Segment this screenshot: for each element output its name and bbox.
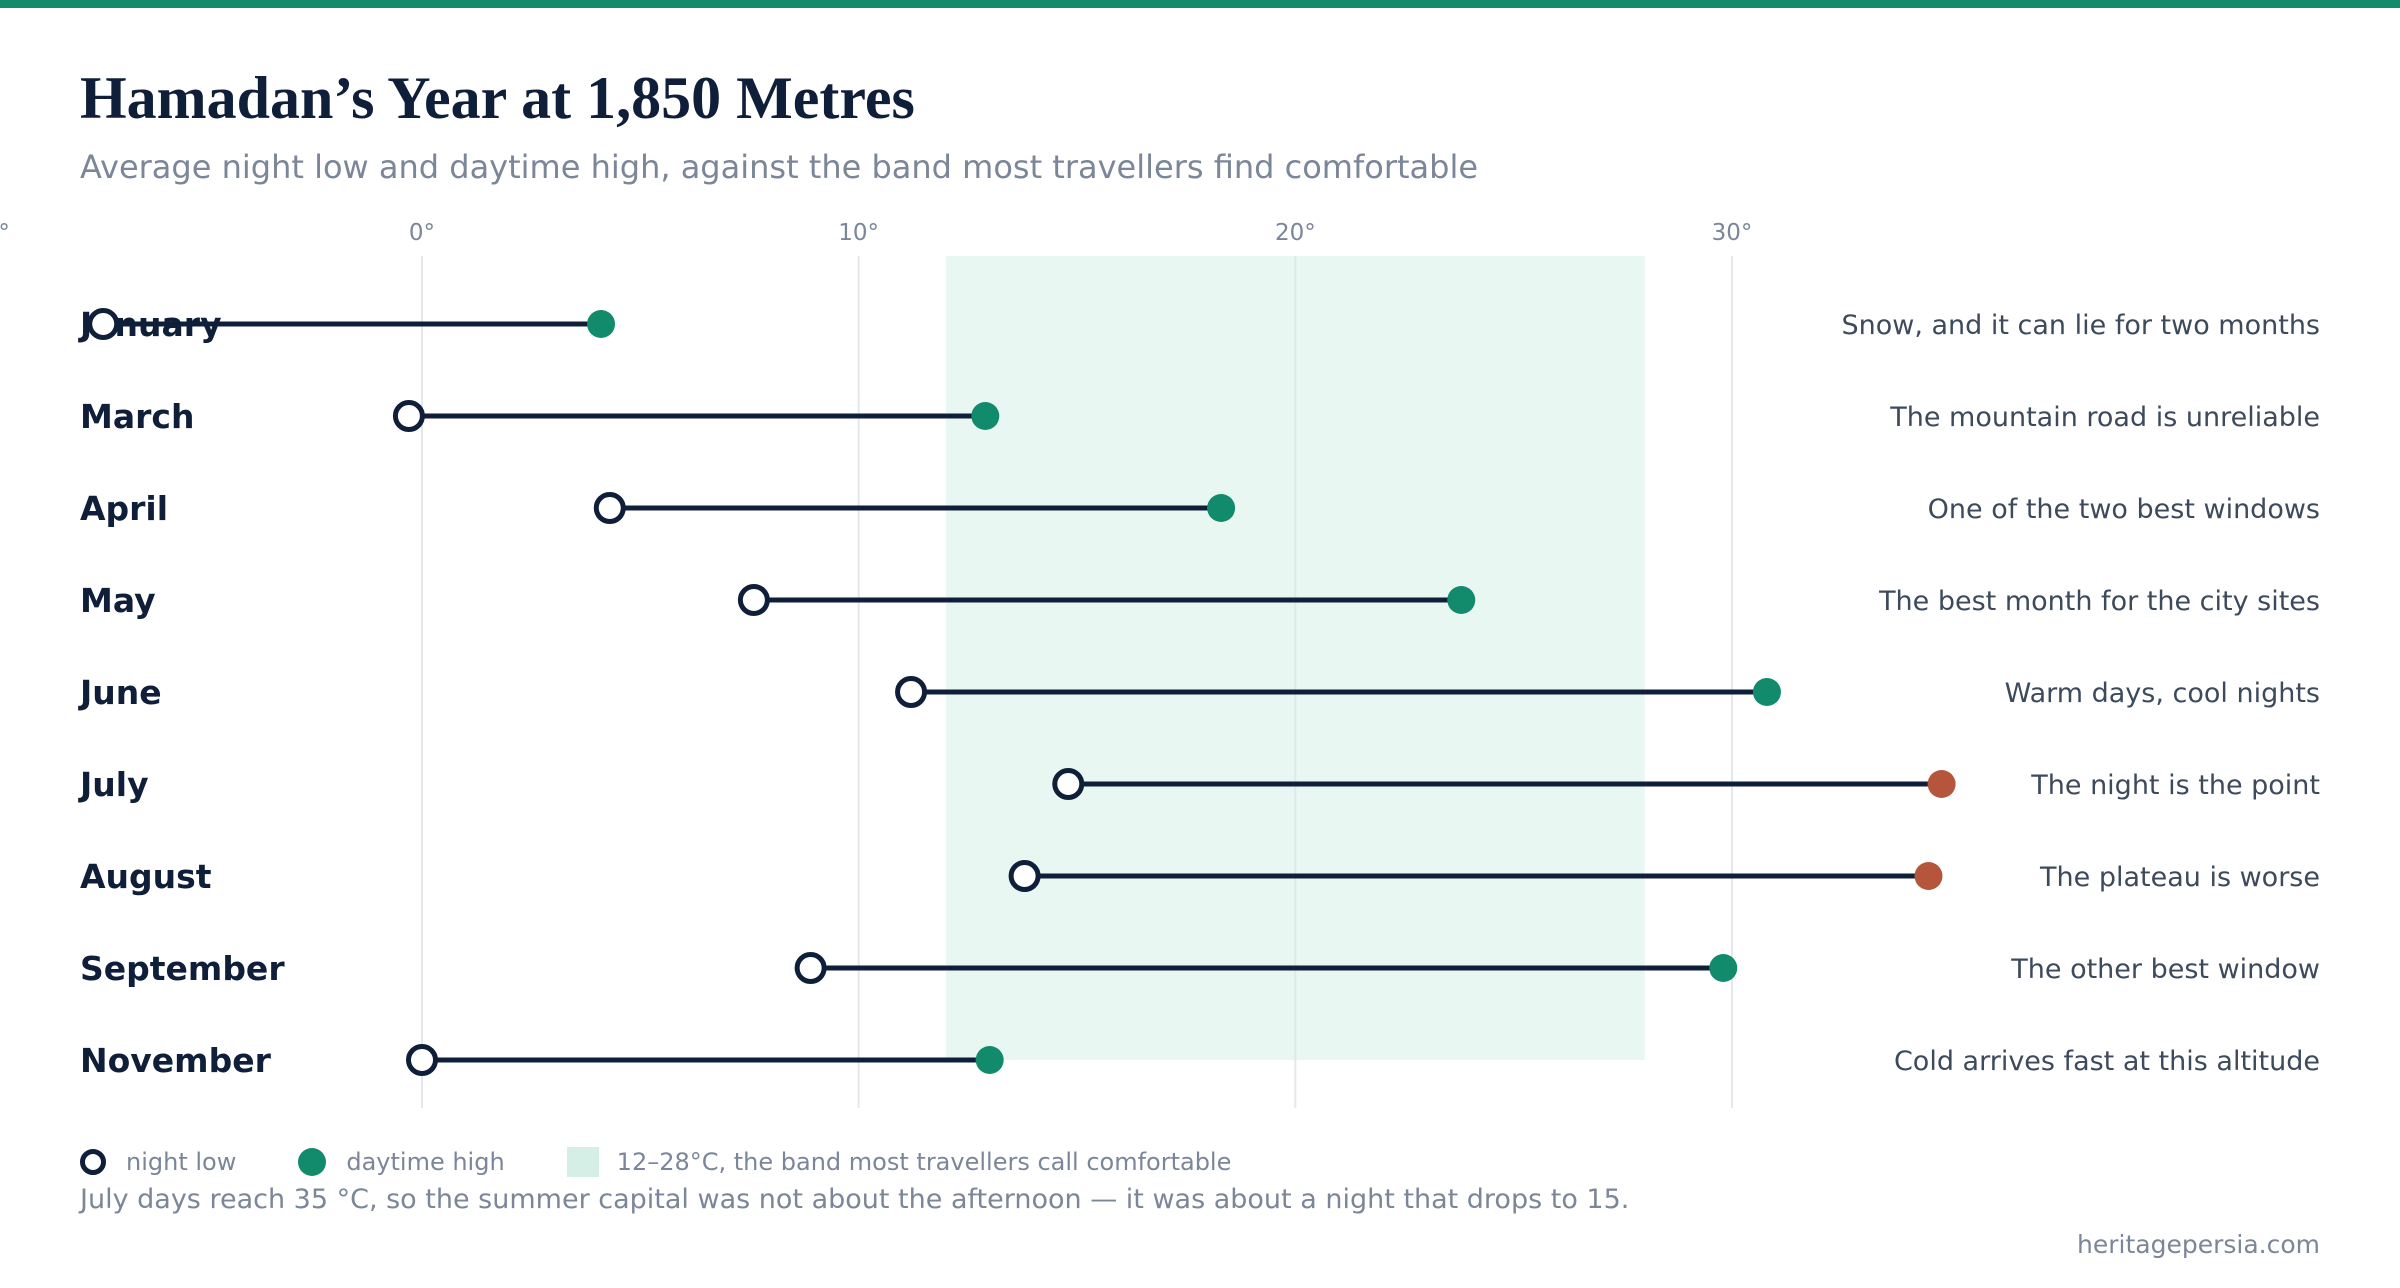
row-note: The best month for the city sites [1878,586,2320,617]
month-label: March [80,397,194,436]
night-low-point [593,492,626,524]
legend-comfort-band-swatch [566,1147,599,1177]
row-note: Warm days, cool nights [2005,678,2320,709]
legend-comfort-band-label: 12–28°C, the band most travellers call c… [616,1148,1232,1176]
night-low-point [406,1044,438,1076]
row-note: One of the two best windows [1928,494,2320,525]
daytime-high-point [971,402,1000,430]
x-tick-label: 10° [838,220,879,246]
legend-item-night-low: night low [80,1148,236,1176]
night-low-point [392,400,425,432]
night-low-point [87,308,120,340]
daytime-high-point [587,310,616,338]
daytime-high-point [1447,586,1476,614]
chart-title: Hamadan’s Year at 1,850 Metres [80,65,915,131]
x-tick-label: 30° [1712,220,1753,246]
row-note: Snow, and it can lie for two months [1841,310,2320,341]
row-note: Cold arrives fast at this altitude [1894,1046,2320,1077]
legend-item-comfort-band: 12–28°C, the band most travellers call c… [566,1147,1232,1177]
daytime-high-point [1207,494,1236,522]
month-label: April [80,489,168,528]
month-label: November [80,1041,272,1080]
source-credit: heritagepersia.com [2077,1230,2320,1259]
month-label: June [78,673,162,712]
legend: night low daytime high 12–28°C, the band… [80,1142,1293,1182]
daytime-high-point [1709,954,1738,982]
legend-daytime-high-swatch [298,1148,327,1176]
chart-subtitle: Average night low and daytime high, agai… [80,148,1479,186]
month-label: September [80,949,285,988]
night-low-point [1052,768,1085,800]
month-label: May [80,581,156,620]
x-tick-label: 20° [1275,220,1316,246]
row-note: The night is the point [2030,770,2320,801]
legend-item-daytime-high: daytime high [298,1148,505,1176]
row-note: The other best window [2010,954,2320,985]
x-tick-label: 0° [409,220,435,246]
legend-night-low-swatch [80,1149,106,1175]
daytime-high-point [1752,678,1781,706]
daytime-high-point [1927,770,1956,798]
row-note: The plateau is worse [2039,862,2320,893]
daytime-high-point [975,1046,1004,1074]
night-low-point [737,584,770,616]
night-low-point [1008,860,1041,892]
legend-daytime-high-label: daytime high [346,1148,505,1176]
x-tick-label: -10° [0,220,10,246]
night-low-point [794,952,827,984]
daytime-high-point [1914,862,1943,890]
night-low-point [895,676,928,708]
legend-night-low-label: night low [126,1148,237,1176]
month-label: July [78,765,149,804]
row-note: The mountain road is unreliable [1889,402,2320,433]
month-label: August [80,857,212,896]
footnote: July days reach 35 °C, so the summer cap… [80,1184,1630,1215]
top-accent-bar [0,0,2400,8]
